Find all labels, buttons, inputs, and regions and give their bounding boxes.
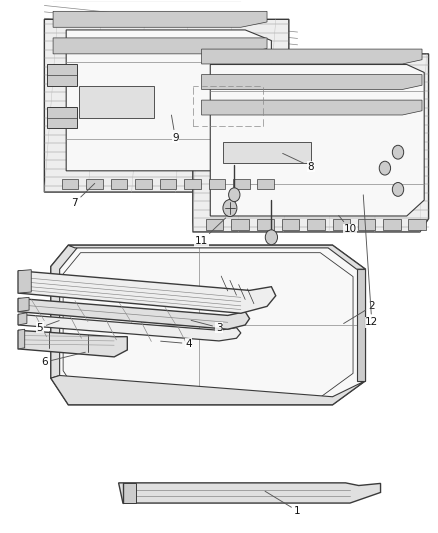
- Polygon shape: [53, 11, 267, 27]
- Polygon shape: [18, 330, 127, 357]
- Text: 9: 9: [171, 115, 179, 143]
- Polygon shape: [44, 19, 289, 192]
- Text: 10: 10: [339, 215, 357, 235]
- Polygon shape: [18, 313, 27, 325]
- Circle shape: [392, 146, 404, 159]
- Polygon shape: [383, 219, 401, 230]
- Polygon shape: [307, 219, 325, 230]
- Polygon shape: [201, 49, 422, 64]
- Polygon shape: [206, 219, 223, 230]
- Polygon shape: [86, 179, 103, 189]
- Polygon shape: [46, 64, 77, 86]
- Polygon shape: [111, 179, 127, 189]
- Polygon shape: [257, 219, 274, 230]
- Polygon shape: [208, 179, 225, 189]
- Text: 3: 3: [191, 320, 223, 333]
- Polygon shape: [18, 297, 29, 312]
- Polygon shape: [68, 245, 365, 269]
- Polygon shape: [409, 219, 426, 230]
- Circle shape: [229, 188, 240, 201]
- Text: 1: 1: [265, 491, 301, 516]
- Polygon shape: [210, 64, 424, 216]
- Polygon shape: [233, 179, 250, 189]
- Polygon shape: [18, 271, 276, 313]
- Text: 11: 11: [195, 218, 226, 246]
- Text: 8: 8: [283, 154, 314, 172]
- Polygon shape: [18, 298, 250, 329]
- Polygon shape: [53, 0, 267, 1]
- Polygon shape: [119, 483, 381, 503]
- Polygon shape: [53, 38, 267, 54]
- Polygon shape: [282, 219, 299, 230]
- Polygon shape: [18, 270, 31, 293]
- Polygon shape: [332, 219, 350, 230]
- Polygon shape: [123, 483, 136, 503]
- Polygon shape: [258, 179, 274, 189]
- Text: 2: 2: [344, 301, 375, 324]
- Circle shape: [265, 230, 278, 245]
- Polygon shape: [135, 179, 152, 189]
- Text: 6: 6: [41, 352, 85, 367]
- Polygon shape: [51, 245, 77, 378]
- Text: 7: 7: [71, 183, 95, 208]
- Text: 12: 12: [363, 195, 378, 327]
- Polygon shape: [46, 107, 77, 128]
- Polygon shape: [62, 179, 78, 189]
- Polygon shape: [51, 245, 365, 405]
- Polygon shape: [357, 269, 365, 381]
- Polygon shape: [51, 375, 365, 405]
- Text: 5: 5: [37, 321, 59, 333]
- Polygon shape: [66, 30, 272, 171]
- Polygon shape: [201, 75, 422, 90]
- Polygon shape: [231, 219, 249, 230]
- Text: 4: 4: [161, 338, 192, 349]
- Circle shape: [379, 161, 391, 175]
- Polygon shape: [184, 179, 201, 189]
- Polygon shape: [358, 219, 375, 230]
- Polygon shape: [79, 86, 153, 118]
- Polygon shape: [159, 179, 176, 189]
- Polygon shape: [193, 54, 428, 232]
- Polygon shape: [18, 329, 25, 349]
- Circle shape: [392, 182, 404, 196]
- Polygon shape: [18, 314, 241, 341]
- Circle shape: [223, 199, 237, 216]
- Polygon shape: [223, 142, 311, 163]
- Polygon shape: [201, 100, 422, 115]
